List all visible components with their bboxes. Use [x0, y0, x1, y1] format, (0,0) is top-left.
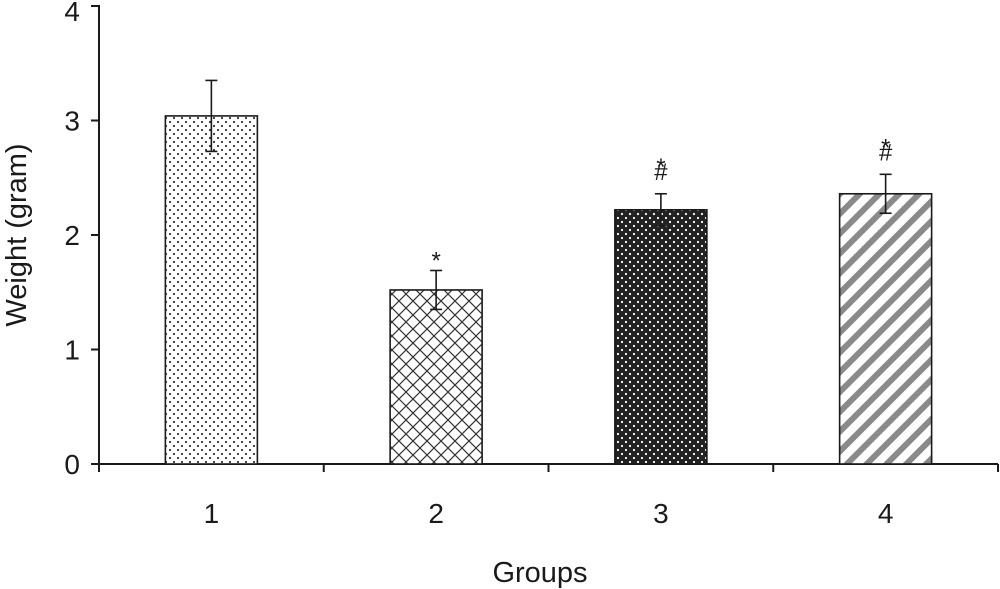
- y-axis-title: Weight (gram): [1, 143, 33, 326]
- bar: [164, 115, 259, 465]
- significance-mark: #: [879, 139, 893, 166]
- x-tick-label: 2: [428, 498, 444, 529]
- x-tick-label: 1: [204, 498, 220, 529]
- x-axis-title: Groups: [492, 557, 587, 589]
- y-tick-label: 2: [64, 220, 80, 251]
- y-tick-label: 1: [64, 335, 80, 366]
- y-axis: 0 1 2 3 4: [64, 0, 100, 480]
- significance-mark: #: [654, 159, 668, 186]
- bar: [389, 289, 483, 465]
- significance-mark: *: [656, 154, 665, 181]
- y-tick-label: 0: [64, 449, 80, 480]
- significance-mark: *: [431, 247, 440, 274]
- y-tick-label: 3: [64, 106, 80, 137]
- significance-annotations: *#*#*: [431, 134, 892, 274]
- y-tick-label: 4: [64, 0, 80, 27]
- error-bars: [205, 79, 892, 311]
- bar: [838, 192, 933, 465]
- x-axis: 1 2 3 4: [98, 463, 999, 529]
- x-tick-label: 4: [878, 498, 894, 529]
- bars: [164, 115, 933, 465]
- x-tick-label: 3: [653, 498, 669, 529]
- bar: [614, 209, 708, 465]
- significance-mark: *: [881, 134, 890, 161]
